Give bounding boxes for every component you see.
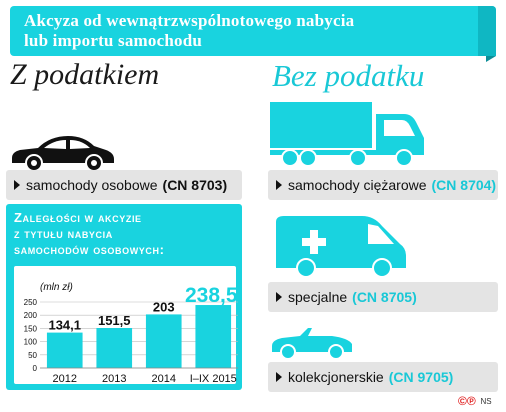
- category-trucks: samochody ciężarowe (CN 8704): [268, 170, 498, 200]
- untaxed-title: Bez podatku: [272, 58, 425, 93]
- bullet-triangle-icon: [276, 180, 282, 190]
- x-tick-label: 2012: [53, 373, 77, 385]
- category-label: samochody ciężarowe: [288, 177, 427, 193]
- bullet-triangle-icon: [276, 372, 282, 382]
- bar: [145, 314, 182, 368]
- bullet-triangle-icon: [276, 292, 282, 302]
- truck-icon: [270, 102, 424, 167]
- header-title-line2: lub importu samochodu: [24, 31, 203, 50]
- category-label: kolekcjonerskie: [288, 369, 384, 385]
- category-label: samochody osobowe: [26, 177, 158, 193]
- header-title-line1: Akcyza od wewnątrzwspólnotowego nabycia: [24, 11, 355, 30]
- bar: [96, 328, 133, 368]
- data-label: 151,5: [98, 313, 131, 328]
- y-tick-label: 50: [28, 351, 37, 360]
- header-banner: Akcyza od wewnątrzwspólnotowego nabycia …: [10, 6, 496, 62]
- header-shade: [478, 6, 496, 56]
- x-tick-label: 2013: [102, 373, 126, 385]
- y-tick-label: 250: [24, 298, 38, 307]
- bar-chart: (mln zł) 0 50 100 150 200 250 134,1 2012 151,5 201…: [24, 282, 238, 385]
- taxed-title: Z podatkiem: [10, 58, 160, 91]
- category-collectors: kolekcjonerskie (CN 9705): [268, 362, 498, 392]
- panel-title-line2: z tytułu nabycia: [14, 226, 113, 241]
- y-tick-label: 200: [24, 311, 38, 320]
- credit-initials: NS: [480, 396, 492, 406]
- bar: [46, 332, 83, 368]
- category-label: specjalne: [288, 289, 348, 305]
- car-icon: [12, 136, 114, 172]
- publisher-logo: ©℗ NS: [458, 394, 492, 408]
- category-code: (CN 9705): [388, 369, 454, 385]
- bullet-triangle-icon: [14, 180, 20, 190]
- header-fold: [486, 56, 496, 62]
- unit-label: (mln zł): [40, 282, 73, 293]
- header-background: [10, 6, 496, 56]
- bar: [195, 305, 232, 368]
- category-code: (CN 8703): [162, 177, 228, 193]
- logo-mark: ©℗: [458, 394, 476, 408]
- convertible-icon: [272, 328, 352, 360]
- x-tick-label: 2014: [152, 373, 176, 385]
- data-label: 203: [153, 299, 175, 314]
- data-label: 134,1: [48, 318, 81, 333]
- category-special: specjalne (CN 8705): [268, 282, 498, 312]
- category-passenger-cars: samochody osobowe (CN 8703): [6, 170, 242, 200]
- panel-title-line3: samochodów osobowych:: [14, 242, 165, 257]
- x-tick-label: I–IX 2015: [190, 373, 237, 385]
- y-tick-label: 150: [24, 324, 38, 333]
- ambulance-icon: [276, 216, 406, 278]
- category-code: (CN 8705): [352, 289, 417, 305]
- y-tick-label: 0: [33, 364, 38, 373]
- category-code: (CN 8704): [431, 177, 497, 193]
- panel-title-line1: Zaległości w akcyzie: [14, 210, 142, 225]
- data-label: 238,5: [185, 284, 238, 307]
- y-tick-label: 100: [24, 338, 38, 347]
